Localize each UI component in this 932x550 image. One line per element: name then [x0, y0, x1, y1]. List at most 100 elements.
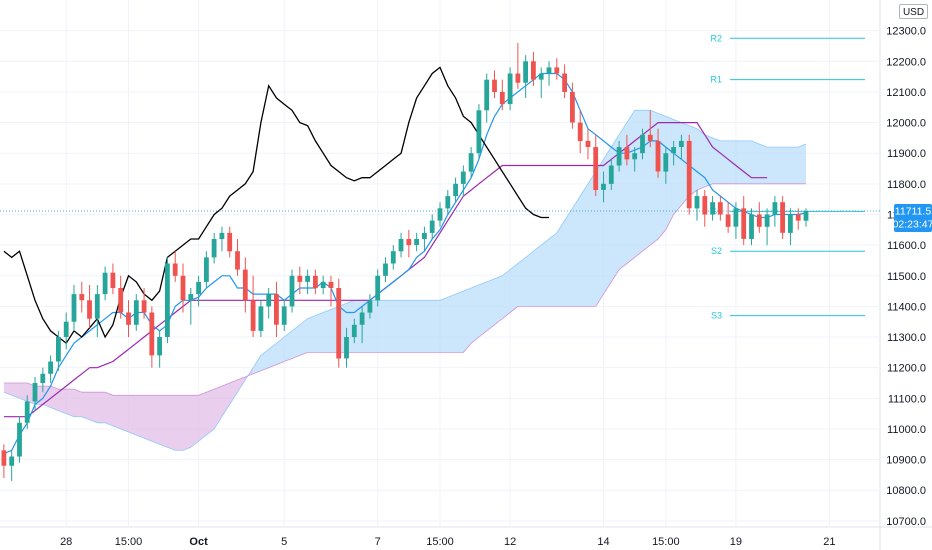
candle-body	[219, 232, 225, 239]
candle-body	[406, 239, 412, 246]
pivot-label-s2: S2	[711, 246, 722, 256]
candle-body	[546, 67, 552, 74]
price-tick-label: 11400.0	[887, 301, 926, 313]
candle-body	[211, 239, 217, 258]
time-tick-label: 12	[504, 536, 516, 548]
cloud-span-b	[3, 183, 806, 396]
candle-body	[445, 196, 451, 209]
candle-body	[772, 202, 778, 215]
candle-body	[429, 220, 435, 233]
candle-body	[1, 450, 7, 466]
pivot-label-s3: S3	[711, 311, 722, 321]
candle-body	[515, 73, 521, 83]
price-axis[interactable]: 10700.0 10800.0 10900.0 11000.0 11100.0 11200…	[886, 26, 926, 528]
candle-body	[79, 294, 85, 301]
price-tick-label: 12300.0	[886, 26, 926, 38]
price-tick-label: 10800.0	[886, 485, 926, 497]
candle-body	[63, 321, 69, 337]
candle-body	[313, 275, 318, 289]
price-tick-label: 11500.0	[887, 271, 926, 283]
candle-body	[344, 337, 349, 359]
candle-body	[585, 140, 591, 147]
candle-body	[608, 165, 614, 184]
price-tick-label: 12000.0	[886, 118, 926, 130]
candle-body	[702, 196, 708, 215]
candle-body	[149, 312, 155, 356]
candle-body	[367, 300, 373, 313]
candle-body	[780, 202, 785, 233]
price-tick-label: 11800.0	[887, 179, 926, 191]
candle-body	[48, 361, 53, 374]
candle-body	[624, 147, 630, 160]
candle-body	[632, 153, 638, 160]
price-tick-label: 11000.0	[887, 424, 926, 436]
candle-body	[71, 294, 77, 322]
time-tick-label: 7	[375, 536, 381, 548]
candle-body	[180, 275, 186, 301]
candle-body	[414, 239, 419, 246]
time-tick-label: 5	[281, 536, 287, 548]
candle-body	[725, 214, 731, 227]
candle-body	[468, 153, 474, 172]
candle-body	[165, 263, 170, 337]
candle-body	[756, 214, 762, 227]
time-tick-label: 21	[823, 536, 835, 548]
candle-body	[476, 110, 482, 154]
candle-body	[492, 79, 497, 92]
candle-body	[110, 272, 116, 288]
candle-body	[359, 312, 365, 325]
candle-body	[297, 275, 303, 282]
candle-body	[663, 153, 669, 172]
candle-body	[336, 288, 342, 359]
candle-body	[647, 134, 653, 141]
candle-body	[686, 140, 692, 209]
candle-body	[562, 73, 567, 92]
candle-body	[538, 73, 544, 80]
candle-body	[204, 257, 209, 282]
time-tick-label: 28	[60, 536, 72, 548]
candle-body	[274, 294, 279, 325]
candle-body	[118, 288, 124, 313]
currency-badge[interactable]: USD	[899, 4, 928, 19]
candle-body	[717, 202, 723, 215]
price-tick-label: 11900.0	[887, 148, 926, 160]
candle-body	[437, 208, 443, 221]
candle-body	[281, 306, 287, 325]
candle-body	[235, 251, 240, 270]
candle-body	[126, 312, 131, 325]
candle-body	[250, 300, 256, 331]
candle-body	[266, 294, 272, 307]
candle-body	[741, 208, 747, 239]
candle-body	[32, 383, 38, 402]
candle-body	[577, 122, 583, 141]
time-tick-label: 15:00	[652, 536, 680, 548]
candle-body	[616, 147, 622, 166]
candle-body	[102, 272, 108, 295]
candle-body	[422, 232, 427, 239]
time-tick-label: 15:00	[426, 536, 454, 548]
candle-body	[289, 275, 295, 307]
candle-body	[40, 373, 46, 383]
candle-body	[453, 183, 458, 197]
candle-body	[172, 263, 178, 276]
price-tag-bg	[894, 204, 932, 232]
time-tick-label: Oct	[189, 536, 208, 548]
time-axis[interactable]: 28 15:00 Oct 5 7 15:00 12 14 15:00 19 21	[60, 536, 835, 548]
cloud-fill	[3, 367, 254, 451]
candle-body	[679, 140, 684, 147]
price-tick-label: 10700.0	[886, 516, 926, 528]
candle-body	[484, 79, 490, 111]
candle-body	[507, 73, 513, 105]
countdown-timer: 02:23:47	[893, 219, 932, 231]
candle-body	[24, 401, 30, 423]
candle-body	[328, 281, 334, 288]
candle-body	[17, 422, 22, 457]
candle-body	[593, 147, 599, 190]
time-tick-label: 15:00	[115, 536, 143, 548]
last-price-tag: 11711.5 02:23:47	[893, 204, 932, 232]
candles	[1, 42, 809, 482]
candle-body	[320, 281, 326, 288]
price-tag-value: 11711.5	[895, 206, 932, 218]
